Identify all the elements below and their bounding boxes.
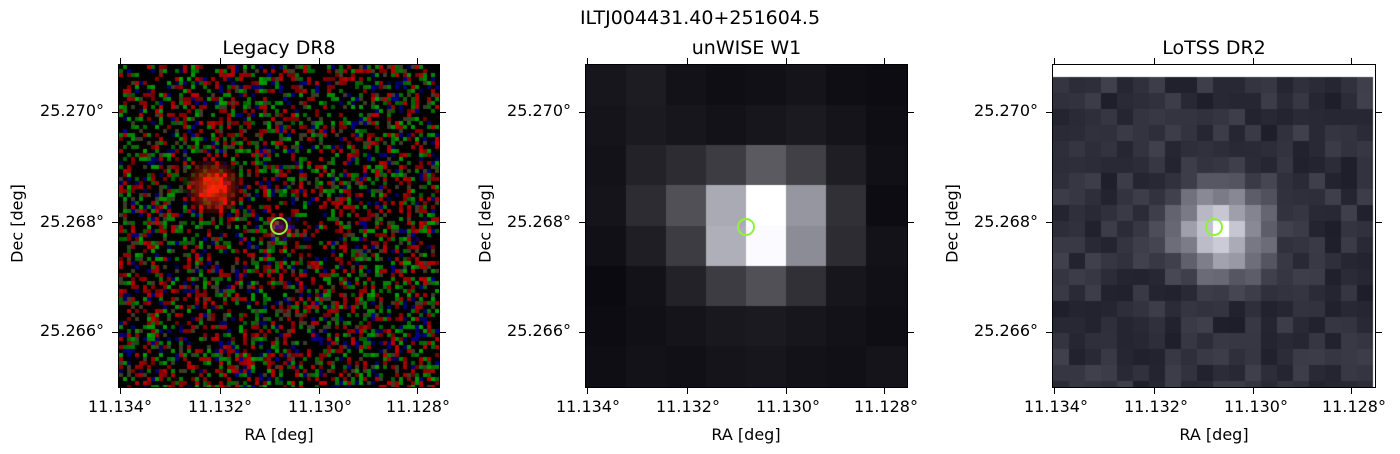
y-tick-mark [1046, 112, 1052, 113]
panel-1-xtick-label: 11.128° [386, 397, 450, 416]
panel-2-xtick-label: 11.128° [854, 397, 918, 416]
y-tick-mark [440, 222, 446, 223]
panel-2-xtick-label: 11.130° [756, 397, 820, 416]
source-marker-circle [1205, 218, 1223, 236]
panel-1-ytick-label: 25.266° [40, 321, 104, 340]
panel-3-xtick-label: 11.128° [1322, 397, 1386, 416]
panel-3-xlabel: RA [deg] [1179, 425, 1249, 444]
x-tick-mark [687, 388, 688, 394]
figure-title: ILTJ004431.40+251604.5 [579, 7, 821, 29]
x-tick-mark [1154, 58, 1155, 64]
unwise-w1-image [585, 64, 908, 388]
x-tick-mark [1253, 58, 1254, 64]
x-tick-mark [220, 58, 221, 64]
y-tick-mark [112, 222, 118, 223]
source-marker-circle [270, 217, 288, 235]
x-tick-mark [1351, 388, 1352, 394]
x-tick-mark [220, 388, 221, 394]
y-tick-mark [579, 222, 585, 223]
y-tick-mark [1376, 112, 1382, 113]
source-marker-circle [737, 218, 755, 236]
panel-2-ytick-label: 25.266° [507, 321, 571, 340]
panel-1-xtick-label: 11.134° [88, 397, 152, 416]
panel-3-ytick-label: 25.270° [974, 101, 1038, 120]
y-tick-mark [908, 332, 914, 333]
x-tick-mark [884, 388, 885, 394]
y-tick-mark [579, 112, 585, 113]
x-tick-mark [319, 388, 320, 394]
x-tick-mark [1253, 388, 1254, 394]
panel-2-ytick-label: 25.268° [507, 212, 571, 231]
y-tick-mark [579, 332, 585, 333]
panel-1-xtick-label: 11.130° [288, 397, 352, 416]
x-tick-mark [884, 58, 885, 64]
panel-1-ytick-label: 25.268° [40, 212, 104, 231]
y-tick-mark [440, 112, 446, 113]
y-tick-mark [1376, 332, 1382, 333]
panel-2-xlabel: RA [deg] [711, 425, 781, 444]
x-tick-mark [417, 58, 418, 64]
x-tick-mark [687, 58, 688, 64]
x-tick-mark [587, 58, 588, 64]
panel-3-ytick-label: 25.266° [974, 321, 1038, 340]
panel-1-title: Legacy DR8 [222, 37, 336, 59]
panel-3-xtick-label: 11.132° [1124, 397, 1188, 416]
x-tick-mark [1154, 388, 1155, 394]
y-tick-mark [908, 112, 914, 113]
panel-3-xtick-label: 11.130° [1224, 397, 1288, 416]
x-tick-mark [1351, 58, 1352, 64]
panel-2-ytick-label: 25.270° [507, 101, 571, 120]
x-tick-mark [786, 388, 787, 394]
y-tick-mark [1046, 222, 1052, 223]
y-tick-mark [1046, 332, 1052, 333]
y-tick-mark [440, 332, 446, 333]
panel-3-xtick-label: 11.134° [1024, 397, 1088, 416]
panel-3-ytick-label: 25.268° [974, 212, 1038, 231]
x-tick-mark [587, 388, 588, 394]
x-tick-mark [120, 58, 121, 64]
x-tick-mark [319, 58, 320, 64]
legacy-dr8-image [118, 64, 440, 388]
panel-1-xtick-label: 11.132° [188, 397, 252, 416]
panel-1-ytick-label: 25.270° [40, 101, 104, 120]
y-tick-mark [908, 222, 914, 223]
y-tick-mark [112, 112, 118, 113]
lotss-dr2-image [1052, 64, 1376, 388]
y-tick-mark [112, 332, 118, 333]
x-tick-mark [786, 58, 787, 64]
panel-3-title: LoTSS DR2 [1162, 37, 1266, 59]
panel-1-xlabel: RA [deg] [244, 425, 314, 444]
panel-2-xtick-label: 11.132° [656, 397, 720, 416]
y-tick-mark [1376, 222, 1382, 223]
x-tick-mark [1054, 58, 1055, 64]
x-tick-mark [120, 388, 121, 394]
x-tick-mark [417, 388, 418, 394]
x-tick-mark [1054, 388, 1055, 394]
panel-2-title: unWISE W1 [691, 37, 802, 59]
panel-2-xtick-label: 11.134° [556, 397, 620, 416]
